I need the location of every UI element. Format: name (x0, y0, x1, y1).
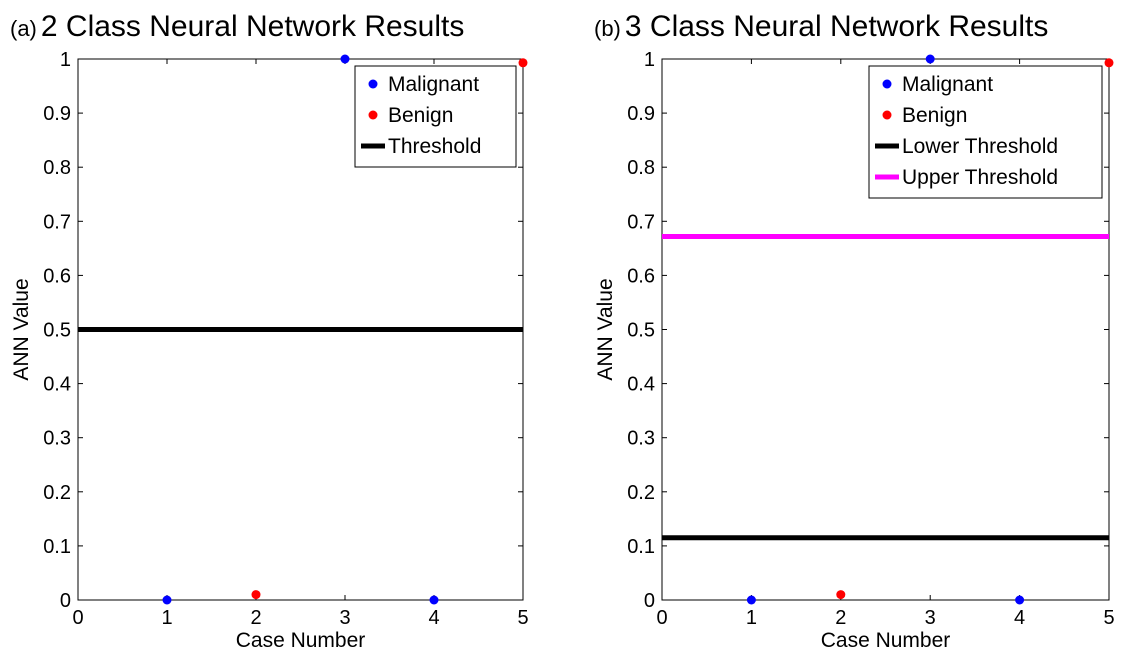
benign-point (518, 58, 528, 68)
y-tick-label: 0 (60, 590, 71, 612)
y-tick-label: 1 (644, 49, 655, 71)
x-tick-label: 2 (250, 607, 261, 629)
legend-swatch-benign (882, 110, 892, 120)
y-tick-label: 0.2 (43, 482, 71, 504)
malignant-point (162, 595, 172, 605)
x-tick-label: 3 (339, 607, 350, 629)
malignant-point (429, 595, 439, 605)
y-tick-label: 0.3 (627, 428, 655, 450)
chart-panel-1: (b) 3 Class Neural Network Results 0 0.1 0.2… (594, 10, 1115, 652)
y-tick-label: 0.9 (43, 103, 71, 125)
y-axis-label: ANN Value (594, 278, 617, 380)
x-tick-label: 5 (517, 607, 528, 629)
legend: Malignant Benign Lower Threshold Upper Thre… (868, 65, 1103, 199)
y-tick-label: 0.4 (43, 374, 71, 396)
legend-box (868, 65, 1103, 199)
y-tick-label: 0.7 (627, 211, 655, 233)
y-tick-label: 0 (644, 590, 655, 612)
y-axis-label: ANN Value (10, 278, 33, 380)
legend-label-benign: Benign (902, 104, 967, 127)
y-tick-label: 0.5 (627, 320, 655, 342)
legend-swatch-benign (368, 110, 378, 120)
chart-title: (b) 3 Class Neural Network Results (594, 10, 1048, 43)
x-axis-label: Case Number (236, 629, 366, 652)
malignant-point (746, 595, 756, 605)
y-tick-label: 0.1 (43, 536, 71, 558)
y-tick-label: 0.8 (43, 157, 71, 179)
legend-label-malignant: Malignant (902, 73, 993, 96)
y-tick-label: 0.8 (627, 157, 655, 179)
x-tick-label: 4 (428, 607, 439, 629)
y-tick-label: 0.7 (43, 211, 71, 233)
y-tick-label: 0.6 (627, 265, 655, 287)
x-tick-label: 0 (72, 607, 83, 629)
y-tick-label: 0.4 (627, 374, 655, 396)
legend-label-upper-threshold: Upper Threshold (902, 166, 1058, 189)
malignant-point (925, 54, 935, 64)
benign-point (836, 590, 846, 600)
malignant-point (1015, 595, 1025, 605)
legend-box (354, 65, 517, 168)
y-tick-label: 0.1 (627, 536, 655, 558)
legend-swatch-malignant (882, 79, 892, 89)
y-tick-label: 0.9 (627, 103, 655, 125)
y-tick-label: 0.6 (43, 265, 71, 287)
y-tick-label: 1 (60, 49, 71, 71)
x-tick-label: 1 (161, 607, 172, 629)
y-tick-label: 0.5 (43, 320, 71, 342)
x-tick-label: 0 (656, 607, 667, 629)
benign-point (1104, 58, 1114, 68)
legend-swatch-malignant (368, 79, 378, 89)
chart-title: (a) 2 Class Neural Network Results (10, 10, 464, 43)
legend: Malignant Benign Threshold (354, 65, 517, 168)
chart-title-text: 3 Class Neural Network Results (625, 10, 1048, 43)
panel-letter: (b) (594, 16, 621, 41)
chart-panel-0: (a) 2 Class Neural Network Results 0 0.1 0.2… (10, 10, 529, 652)
x-tick-label: 4 (1014, 607, 1025, 629)
legend-label-threshold: Threshold (388, 135, 481, 158)
x-tick-label: 3 (925, 607, 936, 629)
legend-label-malignant: Malignant (388, 73, 479, 96)
x-tick-label: 1 (746, 607, 757, 629)
benign-point (251, 590, 261, 600)
y-tick-label: 0.2 (627, 482, 655, 504)
x-tick-label: 2 (835, 607, 846, 629)
x-axis-label: Case Number (821, 629, 951, 652)
y-tick-label: 0.3 (43, 428, 71, 450)
panel-letter: (a) (10, 16, 37, 41)
legend-label-benign: Benign (388, 104, 453, 127)
malignant-point (340, 54, 350, 64)
x-tick-label: 5 (1103, 607, 1114, 629)
legend-label-lower-threshold: Lower Threshold (902, 135, 1058, 158)
chart-title-text: 2 Class Neural Network Results (41, 10, 464, 43)
